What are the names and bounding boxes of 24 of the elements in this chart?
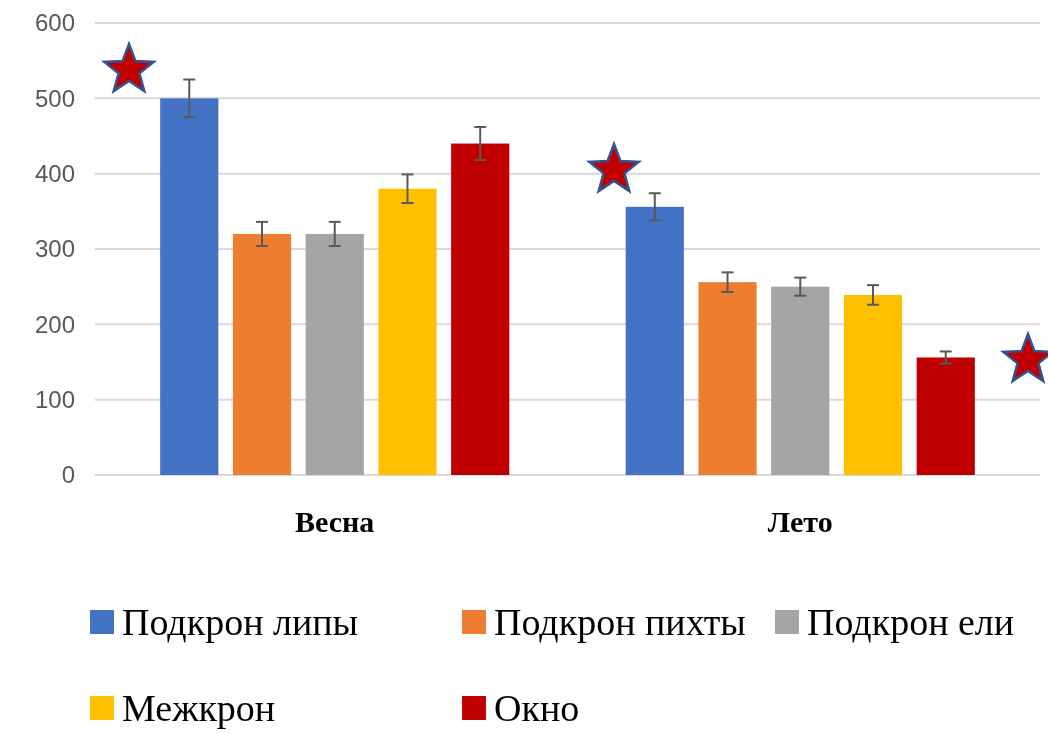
legend-label: Подкрон ели: [807, 601, 1015, 644]
bar: [843, 294, 903, 475]
bar: [698, 282, 757, 475]
x-tick-label: Лето: [767, 505, 833, 538]
x-tick-label: Весна: [295, 505, 375, 538]
y-tick-label: 600: [34, 9, 75, 37]
bar: [160, 98, 219, 475]
y-tick-label: 400: [34, 160, 75, 188]
bar: [378, 188, 437, 475]
legend-label: Межкрон: [122, 687, 276, 730]
bar: [232, 233, 292, 475]
y-tick-label: 500: [34, 84, 75, 112]
bar: [625, 206, 684, 475]
y-tick-label: 300: [34, 235, 75, 263]
bar: [916, 357, 975, 475]
bar: [305, 233, 364, 475]
bar: [771, 286, 830, 475]
legend-label: Подкрон пихты: [494, 601, 746, 644]
y-tick-label: 200: [34, 310, 75, 338]
legend-label: Окно: [494, 687, 580, 730]
y-tick-label: 0: [61, 461, 75, 489]
bar: [451, 143, 510, 475]
legend-label: Подкрон липы: [122, 601, 359, 644]
y-tick-label: 100: [34, 386, 75, 414]
